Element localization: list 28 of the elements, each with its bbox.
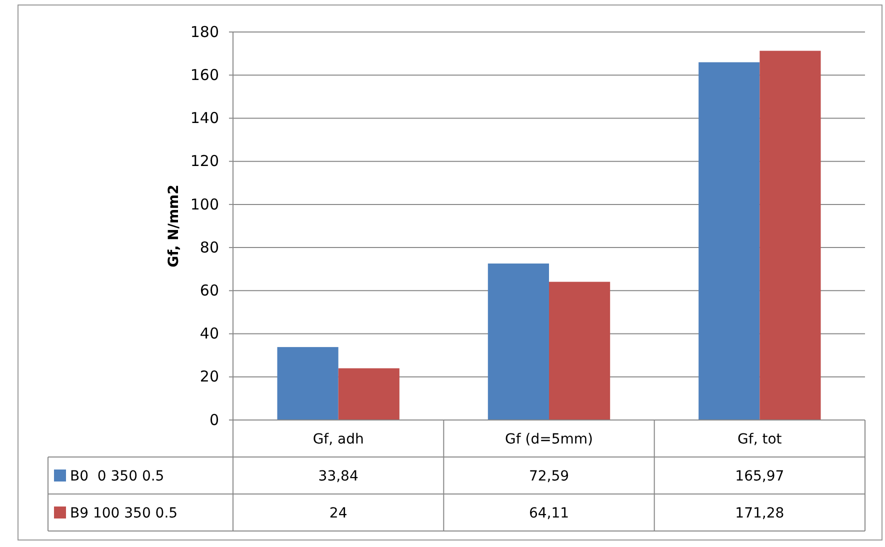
data-label: 64,11 xyxy=(528,506,570,522)
y-axis-title: Gf, N/mm2 xyxy=(166,184,182,268)
y-tick-label: 0 xyxy=(209,410,219,429)
y-tick-label: 180 xyxy=(190,22,219,41)
x-tick-label: Gf (d=5mm) xyxy=(505,432,593,448)
y-tick-label: 60 xyxy=(200,281,219,300)
legend-label: B0 0 350 0.5 xyxy=(70,468,164,484)
bar xyxy=(549,282,610,420)
data-label: 24 xyxy=(329,506,348,522)
bar xyxy=(760,50,821,420)
x-tick-label: Gf, tot xyxy=(738,432,782,448)
data-label: 165,97 xyxy=(735,468,784,484)
x-tick-label: Gf, adh xyxy=(312,432,364,448)
y-tick-label: 40 xyxy=(200,324,219,343)
y-tick-label: 120 xyxy=(190,152,219,170)
data-label: 72,59 xyxy=(528,468,570,484)
bar xyxy=(488,264,549,420)
legend-label: B9 100 350 0.5 xyxy=(70,506,178,522)
bar xyxy=(338,368,400,420)
y-tick-label: 140 xyxy=(190,109,219,128)
data-label: 33,84 xyxy=(318,468,358,484)
bar xyxy=(277,347,338,420)
bar xyxy=(698,62,760,420)
data-label: 171,28 xyxy=(735,506,784,522)
y-tick-label: 20 xyxy=(200,368,219,386)
y-tick-label: 160 xyxy=(190,66,219,84)
y-tick-label: 80 xyxy=(200,238,219,256)
y-tick-label: 100 xyxy=(190,195,219,214)
